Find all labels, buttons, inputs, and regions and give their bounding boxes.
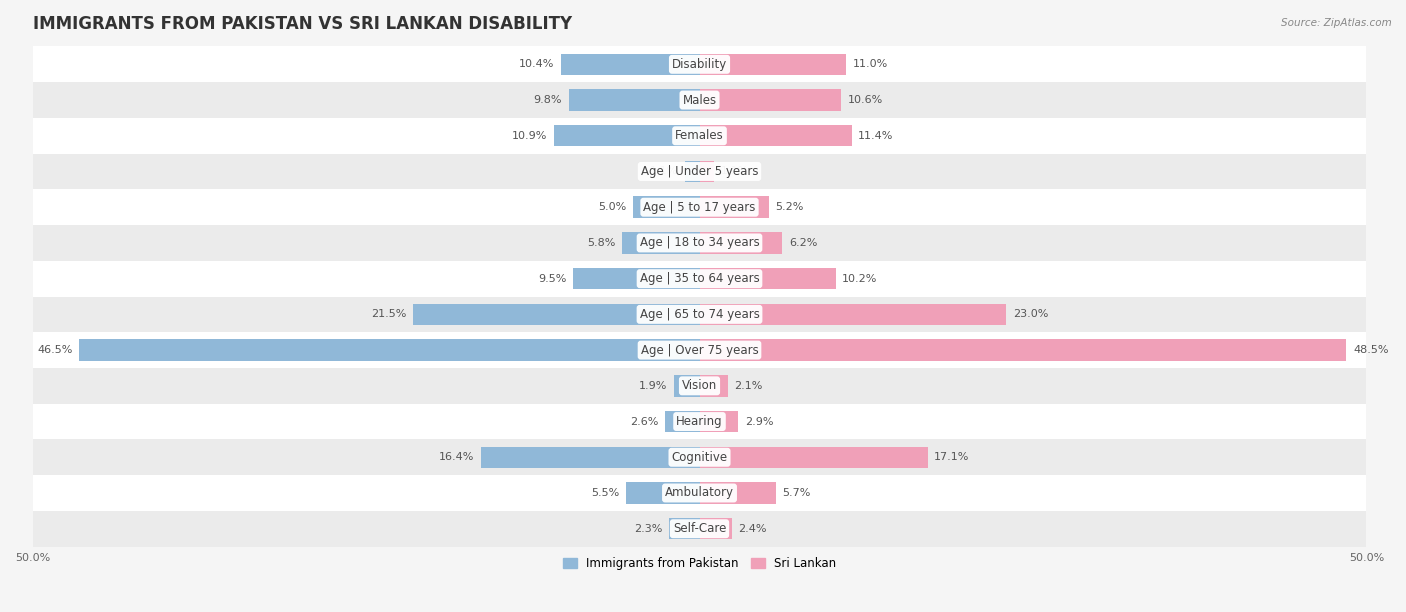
Bar: [700, 411, 738, 432]
Bar: [572, 268, 700, 289]
Bar: [700, 268, 835, 289]
Text: 5.5%: 5.5%: [592, 488, 620, 498]
Bar: [569, 89, 700, 111]
Bar: [32, 439, 1367, 475]
Bar: [700, 232, 782, 253]
Text: Source: ZipAtlas.com: Source: ZipAtlas.com: [1281, 18, 1392, 28]
Text: IMMIGRANTS FROM PAKISTAN VS SRI LANKAN DISABILITY: IMMIGRANTS FROM PAKISTAN VS SRI LANKAN D…: [32, 15, 572, 33]
Bar: [32, 511, 1367, 547]
Bar: [32, 297, 1367, 332]
Bar: [665, 411, 700, 432]
Bar: [700, 89, 841, 111]
Bar: [32, 225, 1367, 261]
Text: Age | Under 5 years: Age | Under 5 years: [641, 165, 758, 178]
Text: 21.5%: 21.5%: [371, 310, 406, 319]
Bar: [700, 54, 846, 75]
Text: Age | 18 to 34 years: Age | 18 to 34 years: [640, 236, 759, 250]
Bar: [32, 47, 1367, 82]
Text: Cognitive: Cognitive: [672, 451, 727, 464]
Text: 2.4%: 2.4%: [738, 524, 766, 534]
Bar: [561, 54, 700, 75]
Bar: [685, 161, 700, 182]
Bar: [32, 332, 1367, 368]
Text: 17.1%: 17.1%: [934, 452, 970, 462]
Text: Self-Care: Self-Care: [673, 522, 725, 536]
Bar: [32, 475, 1367, 511]
Text: 10.4%: 10.4%: [519, 59, 554, 69]
Bar: [700, 304, 1007, 325]
Text: 2.3%: 2.3%: [634, 524, 662, 534]
Text: 6.2%: 6.2%: [789, 238, 817, 248]
Bar: [554, 125, 700, 146]
Text: 1.1%: 1.1%: [721, 166, 749, 176]
Bar: [700, 375, 727, 397]
Bar: [626, 482, 700, 504]
Text: 46.5%: 46.5%: [38, 345, 73, 355]
Bar: [700, 447, 928, 468]
Text: Ambulatory: Ambulatory: [665, 487, 734, 499]
Text: Males: Males: [682, 94, 717, 106]
Bar: [621, 232, 700, 253]
Text: Age | 35 to 64 years: Age | 35 to 64 years: [640, 272, 759, 285]
Text: Disability: Disability: [672, 58, 727, 71]
Text: Vision: Vision: [682, 379, 717, 392]
Bar: [79, 340, 700, 361]
Bar: [481, 447, 700, 468]
Text: 5.2%: 5.2%: [776, 202, 804, 212]
Legend: Immigrants from Pakistan, Sri Lankan: Immigrants from Pakistan, Sri Lankan: [558, 552, 841, 575]
Text: 5.7%: 5.7%: [782, 488, 811, 498]
Text: 2.1%: 2.1%: [734, 381, 762, 391]
Text: 9.8%: 9.8%: [534, 95, 562, 105]
Text: Hearing: Hearing: [676, 415, 723, 428]
Text: 5.8%: 5.8%: [588, 238, 616, 248]
Bar: [32, 189, 1367, 225]
Bar: [413, 304, 700, 325]
Bar: [669, 518, 700, 539]
Bar: [700, 518, 731, 539]
Text: 11.4%: 11.4%: [858, 131, 894, 141]
Bar: [32, 261, 1367, 297]
Text: 10.2%: 10.2%: [842, 274, 877, 283]
Bar: [700, 161, 714, 182]
Text: 1.1%: 1.1%: [650, 166, 678, 176]
Text: 23.0%: 23.0%: [1012, 310, 1049, 319]
Text: 2.9%: 2.9%: [745, 417, 773, 427]
Text: Age | 5 to 17 years: Age | 5 to 17 years: [644, 201, 755, 214]
Bar: [700, 125, 852, 146]
Bar: [700, 196, 769, 218]
Bar: [32, 368, 1367, 404]
Bar: [700, 340, 1347, 361]
Text: 48.5%: 48.5%: [1353, 345, 1389, 355]
Text: 11.0%: 11.0%: [853, 59, 889, 69]
Text: 10.6%: 10.6%: [848, 95, 883, 105]
Text: Females: Females: [675, 129, 724, 142]
Bar: [700, 482, 776, 504]
Text: 1.9%: 1.9%: [640, 381, 668, 391]
Bar: [633, 196, 700, 218]
Bar: [32, 118, 1367, 154]
Bar: [32, 404, 1367, 439]
Text: 2.6%: 2.6%: [630, 417, 658, 427]
Bar: [32, 82, 1367, 118]
Text: 16.4%: 16.4%: [439, 452, 474, 462]
Text: 9.5%: 9.5%: [537, 274, 567, 283]
Text: 10.9%: 10.9%: [512, 131, 547, 141]
Bar: [32, 154, 1367, 189]
Bar: [673, 375, 700, 397]
Text: Age | Over 75 years: Age | Over 75 years: [641, 343, 758, 357]
Text: Age | 65 to 74 years: Age | 65 to 74 years: [640, 308, 759, 321]
Text: 5.0%: 5.0%: [598, 202, 626, 212]
